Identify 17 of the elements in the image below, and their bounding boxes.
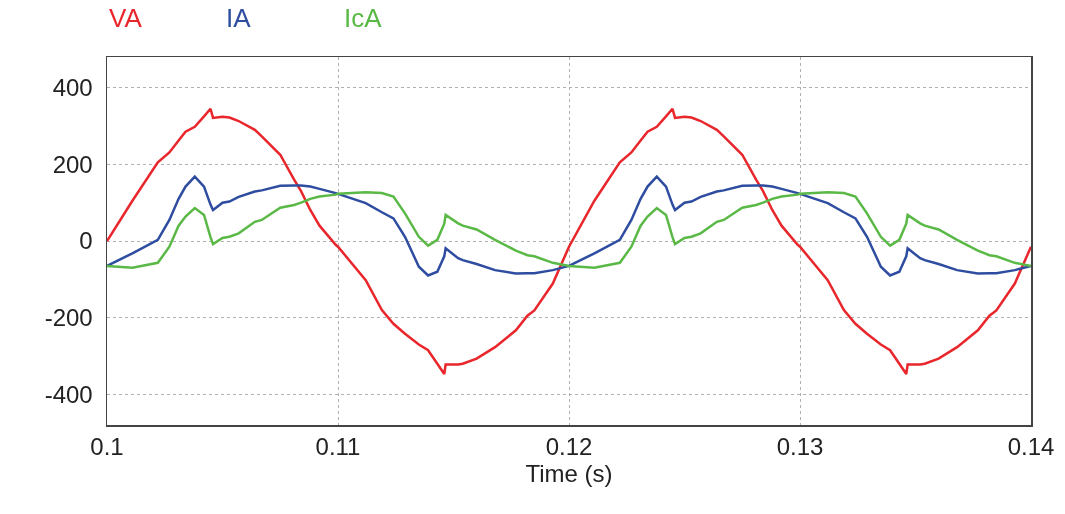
line-series (107, 175, 1031, 277)
line-series (107, 107, 1031, 376)
x-tick-label: 0.1 (90, 433, 124, 461)
text: IA (226, 3, 252, 33)
text: IcA (344, 3, 383, 33)
y-tick-label: 400 (52, 74, 93, 102)
x-tick-label: 0.14 (1007, 433, 1055, 461)
y-tick-label: 0 (79, 227, 93, 255)
x-axis-title: Time (s) (525, 460, 613, 488)
y-tick-label: -400 (44, 380, 93, 408)
text: VA (109, 3, 143, 33)
y-tick-label: 200 (52, 150, 93, 178)
x-tick-label: 0.11 (315, 433, 361, 461)
x-tick-label: 0.13 (776, 433, 824, 461)
line-series (107, 191, 1031, 270)
x-tick-label: 0.12 (545, 433, 593, 461)
y-tick-label: -200 (44, 304, 93, 332)
